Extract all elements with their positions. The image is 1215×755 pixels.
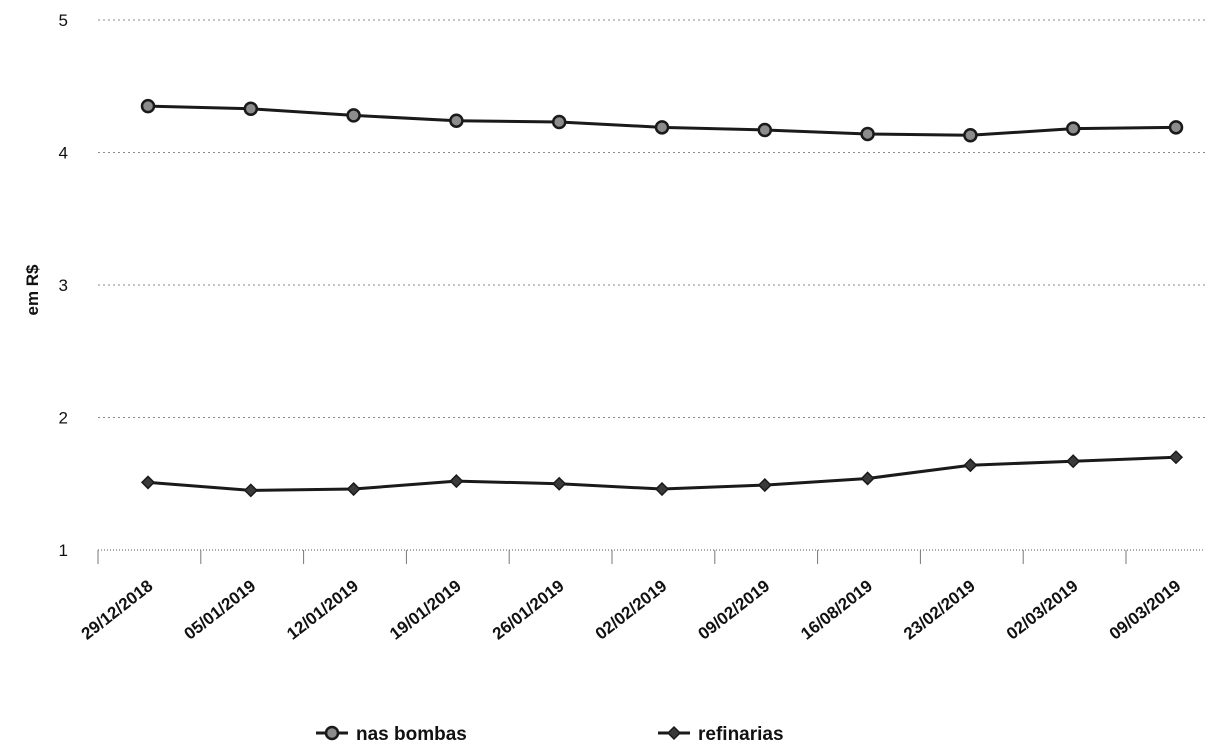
legend-label: nas bombas [356, 724, 467, 745]
y-tick-label: 2 [59, 409, 68, 428]
x-tick-label: 26/01/2019 [489, 576, 568, 643]
data-point [860, 471, 875, 486]
data-point [243, 101, 259, 117]
y-tick-label: 4 [59, 144, 68, 163]
x-tick-label: 05/01/2019 [181, 576, 260, 643]
data-point [654, 120, 670, 135]
data-point [551, 114, 567, 130]
legend-item: refinarias [658, 724, 784, 745]
data-point [860, 126, 875, 142]
y-tick-label: 1 [59, 541, 68, 560]
legend-label: refinarias [698, 724, 784, 745]
data-point [963, 458, 978, 473]
data-point [757, 122, 773, 138]
x-tick-label: 09/02/2019 [695, 576, 774, 643]
data-point [346, 108, 361, 123]
gridlines [98, 19, 1205, 418]
y-tick-label: 5 [59, 11, 68, 30]
data-point [654, 481, 670, 497]
y-tick-label: 3 [59, 276, 68, 295]
data-point [963, 128, 978, 143]
x-axis [97, 549, 1205, 564]
series-layer [140, 98, 1184, 498]
data-point [449, 474, 464, 489]
series-0 [140, 98, 1184, 143]
data-point [1168, 120, 1184, 135]
x-tick-label: 09/03/2019 [1106, 576, 1185, 643]
x-axis-tick-labels: 29/12/2018 05/01/2019 12/01/2019 19/01/2019… [78, 576, 1185, 643]
data-point [1065, 121, 1081, 136]
x-tick-label: 02/03/2019 [1003, 576, 1082, 643]
data-point [140, 98, 156, 114]
y-axis-label: em R$ [23, 264, 42, 316]
x-tick-label: 02/02/2019 [592, 576, 671, 643]
data-point [449, 113, 464, 128]
x-tick-label: 29/12/2018 [78, 576, 157, 643]
data-point [243, 483, 258, 498]
data-point [757, 478, 772, 493]
data-point [552, 476, 567, 491]
data-point [346, 481, 361, 497]
x-tick-label: 19/01/2019 [386, 576, 465, 643]
legend-marker [324, 725, 340, 741]
data-point [1168, 450, 1184, 465]
data-point [140, 475, 156, 490]
x-tick-label: 23/02/2019 [900, 576, 979, 643]
x-tick-label: 16/08/2019 [797, 576, 876, 643]
y-axis-tick-labels: 1 2 3 4 5 [59, 11, 68, 560]
data-point [1066, 454, 1081, 469]
x-tick-label: 12/01/2019 [283, 576, 362, 643]
series-1 [140, 450, 1184, 498]
legend: nas bombas refinarias [316, 724, 784, 745]
legend-item: nas bombas [316, 724, 467, 745]
legend-marker [666, 725, 682, 741]
